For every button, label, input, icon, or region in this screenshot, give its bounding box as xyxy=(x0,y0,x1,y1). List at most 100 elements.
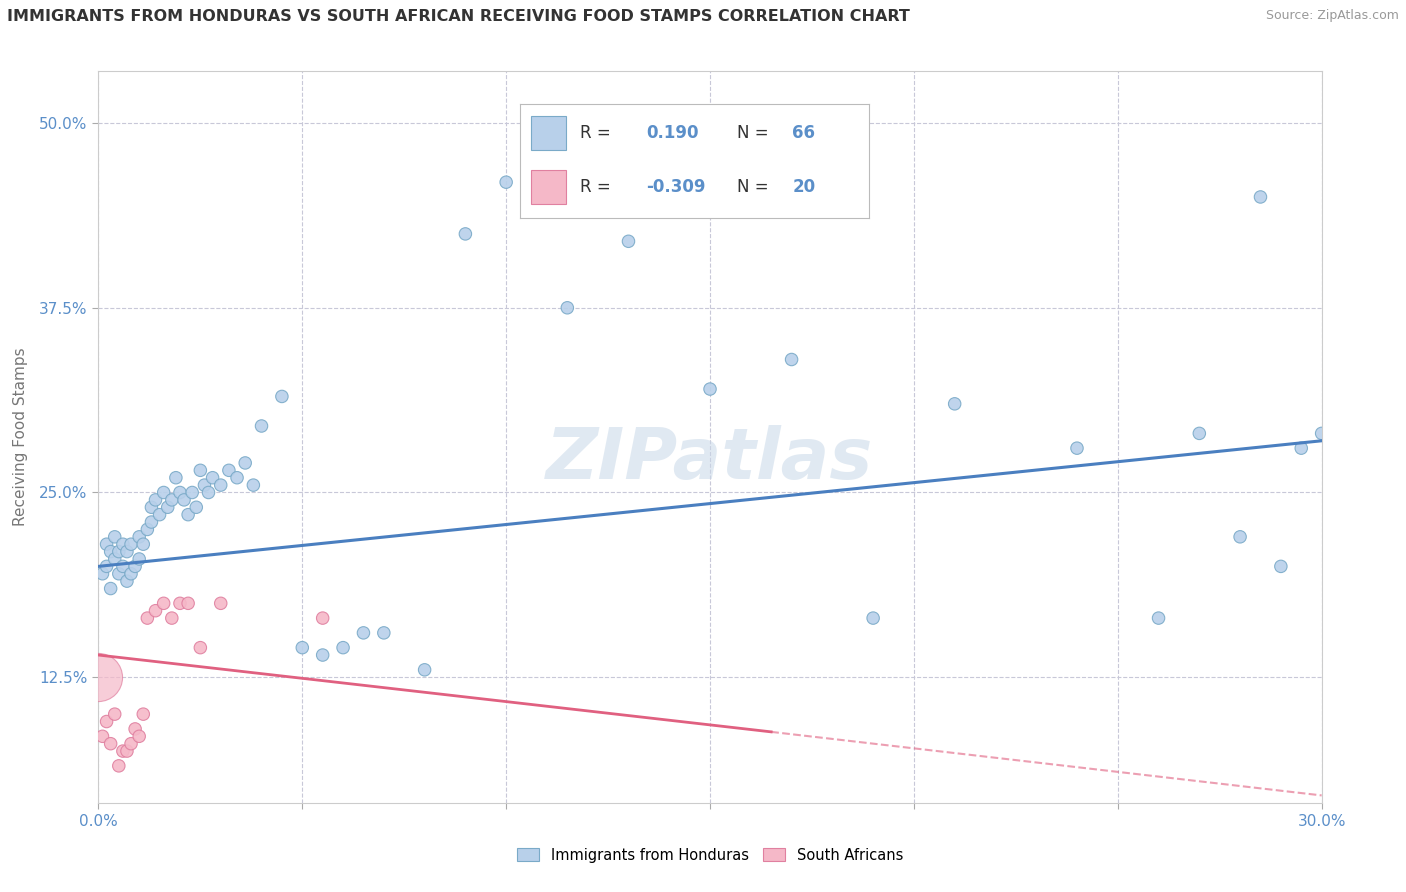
Point xyxy=(128,729,150,743)
Point xyxy=(291,640,314,655)
Point xyxy=(152,596,174,610)
Point xyxy=(100,582,122,596)
Text: 66: 66 xyxy=(793,124,815,142)
Point xyxy=(169,596,191,610)
Point xyxy=(100,737,122,751)
Point xyxy=(156,500,179,515)
Point xyxy=(1291,441,1313,455)
Point xyxy=(555,301,579,315)
Point xyxy=(149,508,172,522)
Point xyxy=(242,478,264,492)
Point xyxy=(197,485,219,500)
Point xyxy=(332,640,354,655)
Point xyxy=(160,611,183,625)
Point xyxy=(145,492,167,507)
FancyBboxPatch shape xyxy=(531,170,565,204)
Point xyxy=(141,515,163,529)
Point xyxy=(136,523,159,537)
Point xyxy=(108,759,131,773)
Point xyxy=(104,707,127,722)
Point xyxy=(780,352,803,367)
Text: N =: N = xyxy=(737,178,768,196)
Point xyxy=(218,463,240,477)
Point xyxy=(862,611,884,625)
Point xyxy=(120,737,142,751)
Point xyxy=(115,544,138,558)
Point xyxy=(111,744,134,758)
Point xyxy=(250,419,273,434)
Point xyxy=(201,471,224,485)
Point xyxy=(108,544,131,558)
Point xyxy=(124,722,146,736)
Point xyxy=(173,492,195,507)
Point xyxy=(454,227,477,241)
Point xyxy=(617,235,640,249)
Point xyxy=(160,492,183,507)
Point xyxy=(352,625,374,640)
Y-axis label: Receiving Food Stamps: Receiving Food Stamps xyxy=(13,348,28,526)
Text: -0.309: -0.309 xyxy=(645,178,706,196)
Point xyxy=(104,530,127,544)
Point xyxy=(96,714,118,729)
Point xyxy=(177,596,200,610)
Legend: Immigrants from Honduras, South Africans: Immigrants from Honduras, South Africans xyxy=(512,842,908,869)
Point xyxy=(209,596,232,610)
Text: 0.190: 0.190 xyxy=(645,124,699,142)
Point xyxy=(91,729,114,743)
Text: N =: N = xyxy=(737,124,768,142)
Point xyxy=(1066,441,1088,455)
Point xyxy=(1270,559,1292,574)
Point xyxy=(128,530,150,544)
Point xyxy=(132,537,155,551)
Point xyxy=(111,537,134,551)
Text: R =: R = xyxy=(579,178,610,196)
Point xyxy=(373,625,395,640)
Point xyxy=(1188,426,1211,441)
Point xyxy=(96,537,118,551)
Point xyxy=(87,670,110,684)
Point xyxy=(188,640,212,655)
Point xyxy=(226,471,249,485)
Point xyxy=(1310,426,1333,441)
Point xyxy=(124,559,146,574)
Point xyxy=(188,463,212,477)
Point xyxy=(128,552,150,566)
Point xyxy=(233,456,256,470)
Point xyxy=(193,478,215,492)
Point xyxy=(1229,530,1251,544)
Point xyxy=(186,500,208,515)
Point xyxy=(177,508,200,522)
Point xyxy=(145,604,167,618)
Point xyxy=(699,382,721,396)
Point xyxy=(165,471,187,485)
Text: 20: 20 xyxy=(793,178,815,196)
Point xyxy=(91,566,114,581)
Point xyxy=(152,485,174,500)
Point xyxy=(100,544,122,558)
Text: R =: R = xyxy=(579,124,610,142)
Point xyxy=(1147,611,1170,625)
Point xyxy=(312,648,335,662)
Point xyxy=(115,574,138,589)
Point xyxy=(115,744,138,758)
Point xyxy=(413,663,436,677)
Point xyxy=(136,611,159,625)
Point xyxy=(120,566,142,581)
Text: ZIPatlas: ZIPatlas xyxy=(547,425,873,493)
Point xyxy=(108,566,131,581)
FancyBboxPatch shape xyxy=(531,116,565,150)
Point xyxy=(120,537,142,551)
Point xyxy=(495,175,517,189)
Text: IMMIGRANTS FROM HONDURAS VS SOUTH AFRICAN RECEIVING FOOD STAMPS CORRELATION CHAR: IMMIGRANTS FROM HONDURAS VS SOUTH AFRICA… xyxy=(7,9,910,24)
Point xyxy=(111,559,134,574)
Point xyxy=(141,500,163,515)
Text: Source: ZipAtlas.com: Source: ZipAtlas.com xyxy=(1265,9,1399,22)
Point xyxy=(943,397,966,411)
Point xyxy=(209,478,232,492)
Point xyxy=(312,611,335,625)
Point xyxy=(169,485,191,500)
Point xyxy=(181,485,204,500)
Point xyxy=(1249,190,1271,204)
Point xyxy=(96,559,118,574)
Point xyxy=(270,389,294,403)
